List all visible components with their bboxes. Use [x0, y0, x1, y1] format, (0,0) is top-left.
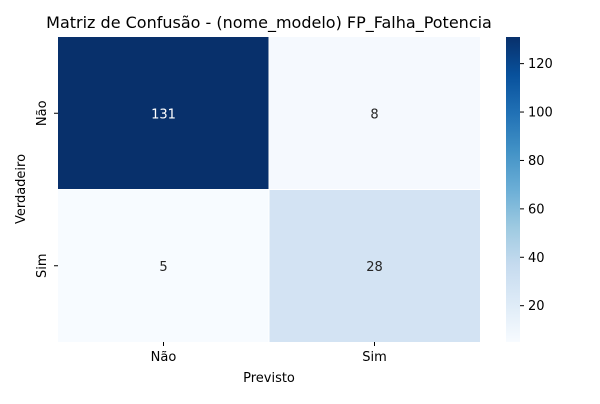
y-tick-label: Não [35, 100, 50, 126]
x-tick-label: Não [151, 350, 177, 365]
y-axis: Não Sim [35, 100, 58, 278]
cell-value-label: 8 [370, 107, 378, 122]
y-axis-label: Verdadeiro [14, 154, 29, 224]
colorbar-tick-label: 100 [528, 106, 553, 121]
colorbar-tick-label: 40 [528, 251, 545, 266]
colorbar-tick-label: 120 [528, 57, 553, 72]
x-tick-label: Sim [362, 350, 387, 365]
x-axis: Não Sim [151, 342, 387, 365]
colorbar-gradient [506, 37, 520, 342]
chart-title: Matriz de Confusão - (nome_modelo) FP_Fa… [46, 13, 492, 33]
colorbar: 20 40 60 80 100 120 [506, 37, 553, 342]
x-axis-label: Previsto [243, 371, 295, 386]
heatmap-cell [269, 189, 480, 342]
colorbar-tick-label: 20 [528, 299, 545, 314]
cell-value-label: 5 [159, 260, 167, 275]
cell-value-label: 131 [151, 107, 176, 122]
colorbar-tick-label: 80 [528, 154, 545, 169]
cell-value-label: 28 [366, 260, 383, 275]
heatmap-cell [269, 37, 480, 190]
y-tick-label: Sim [35, 253, 50, 278]
colorbar-tick-label: 60 [528, 202, 545, 217]
heatmap-cells: 131 8 5 28 [58, 37, 480, 342]
heatmap-cell [58, 189, 269, 342]
heatmap-cell [58, 37, 269, 190]
